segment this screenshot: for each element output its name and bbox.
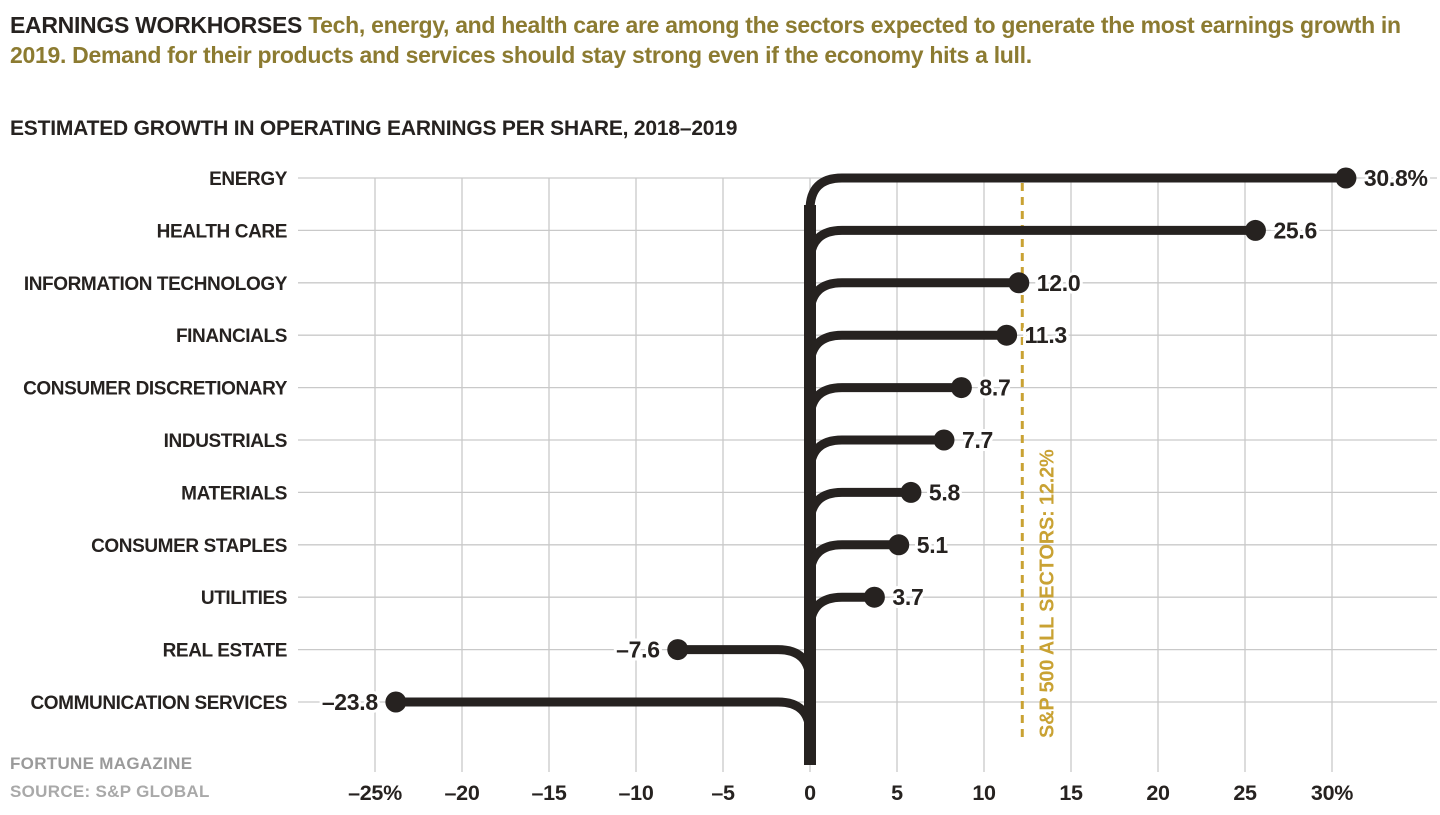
sector-dot xyxy=(900,481,922,503)
sector-label: CONSUMER DISCRETIONARY xyxy=(23,379,288,400)
sector-label: ENERGY xyxy=(209,169,288,190)
sector-branch-line xyxy=(805,435,944,765)
x-tick-label: –25% xyxy=(348,781,402,805)
sector-value-label: –23.8 xyxy=(322,689,379,715)
footer: FORTUNE MAGAZINE SOURCE: S&P GLOBAL xyxy=(10,750,210,806)
sector-dot xyxy=(667,639,689,661)
x-tick-label: 15 xyxy=(1059,781,1083,805)
sector-branch-line xyxy=(805,592,875,765)
sp500-reference-label: S&P 500 ALL SECTORS: 12.2% xyxy=(1036,449,1058,738)
x-tick-label: –10 xyxy=(619,781,654,805)
sector-branch-line xyxy=(805,173,1346,765)
chart-title: ESTIMATED GROWTH IN OPERATING EARNINGS P… xyxy=(10,117,738,140)
headline-subtitle: Tech, energy, and health care are among … xyxy=(10,12,1401,68)
sector-label: MATERIALS xyxy=(181,483,287,504)
sector-branch-line xyxy=(805,540,899,765)
sector-value-label: 5.8 xyxy=(929,479,961,505)
sector-value-label: 12.0 xyxy=(1037,270,1081,296)
sector-label: REAL ESTATE xyxy=(163,641,287,662)
sector-value-label: 3.7 xyxy=(892,584,923,610)
sector-dot xyxy=(996,324,1018,346)
sector-value-label: 5.1 xyxy=(917,532,949,558)
sector-label: CONSUMER STAPLES xyxy=(91,536,287,557)
headline-title: EARNINGS WORKHORSES xyxy=(10,12,309,38)
sector-value-label: 7.7 xyxy=(962,427,993,453)
x-tick-label: –5 xyxy=(711,781,735,805)
sector-branch-line xyxy=(805,278,1019,765)
x-tick-label: 25 xyxy=(1233,781,1257,805)
sector-value-label: 30.8% xyxy=(1364,165,1428,191)
x-tick-label: 0 xyxy=(804,781,816,805)
sector-dot xyxy=(385,691,407,713)
headline: EARNINGS WORKHORSES Tech, energy, and he… xyxy=(10,10,1410,70)
sector-dot xyxy=(950,377,972,399)
x-tick-label: 5 xyxy=(891,781,903,805)
footer-credit: FORTUNE MAGAZINE xyxy=(10,754,193,773)
sector-label: UTILITIES xyxy=(201,588,287,609)
x-tick-label: –15 xyxy=(532,781,567,805)
sector-value-label: 25.6 xyxy=(1273,217,1317,243)
sector-dot xyxy=(933,429,955,451)
sector-value-label: 8.7 xyxy=(979,375,1010,401)
sector-label: FINANCIALS xyxy=(176,326,287,347)
sector-dot xyxy=(1335,167,1357,189)
sector-dot xyxy=(1008,272,1030,294)
sector-label: HEALTH CARE xyxy=(157,221,287,242)
sector-dot xyxy=(863,586,885,608)
sector-branch-line xyxy=(805,330,1007,765)
footer-source: SOURCE: S&P GLOBAL xyxy=(10,782,210,801)
sector-value-label: –7.6 xyxy=(616,637,660,663)
sector-label: INFORMATION TECHNOLOGY xyxy=(24,274,288,295)
sector-branch-line xyxy=(395,697,815,765)
x-tick-label: 20 xyxy=(1146,781,1170,805)
sector-dot xyxy=(1244,219,1266,241)
sector-branch-line xyxy=(805,487,911,765)
sector-dot xyxy=(888,534,910,556)
sector-label: COMMUNICATION SERVICES xyxy=(30,693,287,714)
x-tick-label: 10 xyxy=(972,781,996,805)
sector-branch-line xyxy=(677,645,815,765)
sector-value-label: 11.3 xyxy=(1025,322,1067,348)
x-tick-label: –20 xyxy=(445,781,480,805)
x-tick-label: 30% xyxy=(1311,781,1353,805)
sector-branch-line xyxy=(805,383,962,765)
sector-label: INDUSTRIALS xyxy=(164,431,287,452)
sector-branch-line xyxy=(805,225,1256,765)
